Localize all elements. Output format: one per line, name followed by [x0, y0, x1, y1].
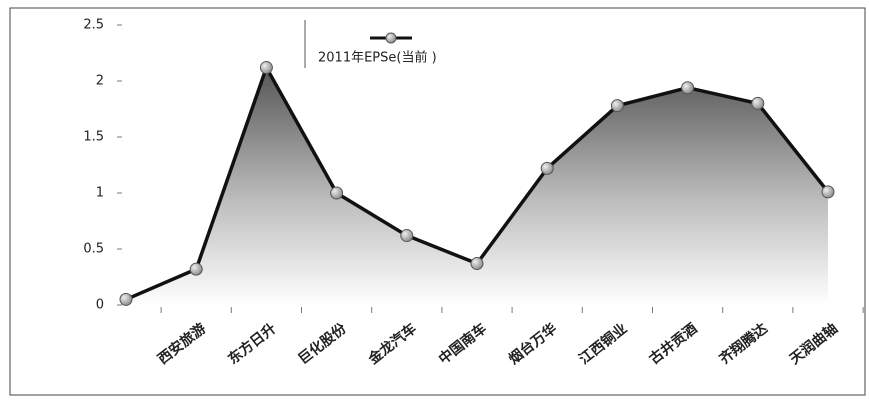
point — [540, 161, 554, 175]
x-tick-label: 西安旅游 — [155, 320, 210, 368]
x-tick-label: 中国南车 — [435, 320, 490, 368]
y-tick-label: 2.5 — [83, 18, 104, 33]
point — [119, 292, 133, 306]
point — [400, 229, 414, 243]
x-tick-label: 烟台万华 — [506, 320, 561, 368]
point — [681, 81, 695, 95]
y-tick-label: 1.5 — [83, 130, 104, 145]
point — [610, 99, 624, 113]
point — [330, 186, 344, 200]
legend-marker — [385, 32, 397, 44]
y-tick-label: 0 — [96, 298, 104, 313]
point — [821, 185, 835, 199]
point — [189, 262, 203, 276]
frame — [9, 7, 866, 396]
x-tick-label: 金龙汽车 — [364, 320, 419, 368]
point — [259, 61, 273, 75]
y-tick-label: 1 — [96, 186, 104, 201]
x-tick-label: 江西铜业 — [576, 320, 631, 368]
point — [751, 96, 765, 110]
area — [126, 67, 828, 305]
x-tick-label: 天润曲轴 — [786, 320, 841, 368]
x-tick-label: 齐翔腾达 — [716, 320, 771, 368]
y-tick-label: 2 — [96, 74, 104, 89]
legend-label: 2011年EPSe(当前 ) — [318, 50, 437, 66]
y-tick-label: 0.5 — [83, 242, 104, 257]
x-tick-label: 巨化股份 — [295, 319, 350, 367]
x-tick-label: 东方日升 — [225, 320, 280, 368]
x-tick-label: 古井贡酒 — [646, 320, 701, 368]
point — [470, 257, 484, 271]
